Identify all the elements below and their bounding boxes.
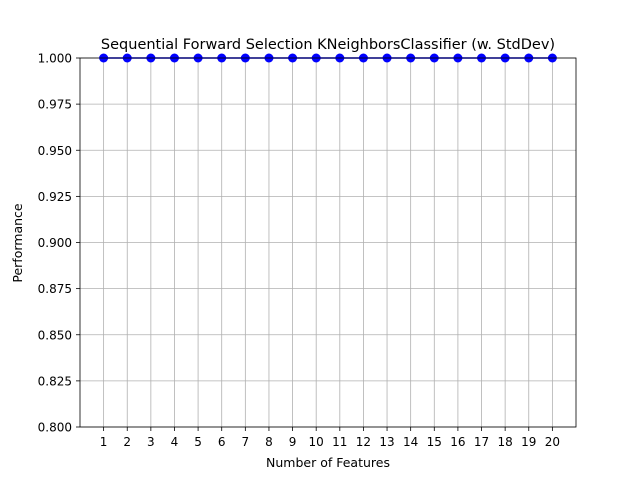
axes-layer: 1 2 3 4 5 6 7 8 9 10 11 12 13 14 15 16 17 18 19 200.8000.82… xyxy=(38,52,577,449)
y-tick-label: 0.825 xyxy=(38,374,72,388)
chart-title: Sequential Forward Selection KNeighborsC… xyxy=(101,37,555,53)
x-tick-label: 15 xyxy=(427,435,442,449)
y-tick-label: 0.950 xyxy=(38,144,72,158)
x-tick-label: 2 xyxy=(123,435,131,449)
x-tick-label: 16 xyxy=(450,435,465,449)
x-tick-label: 10 xyxy=(309,435,324,449)
x-tick-label: 17 xyxy=(474,435,489,449)
x-tick-label: 12 xyxy=(356,435,371,449)
y-tick-label: 0.850 xyxy=(38,328,72,342)
y-tick-label: 0.900 xyxy=(38,236,72,250)
y-tick-label: 0.975 xyxy=(38,98,72,112)
x-tick-label: 5 xyxy=(194,435,202,449)
x-tick-label: 19 xyxy=(521,435,536,449)
x-tick-label: 7 xyxy=(242,435,250,449)
x-tick-label: 8 xyxy=(265,435,273,449)
x-tick-label: 9 xyxy=(289,435,297,449)
x-tick-label: 18 xyxy=(498,435,513,449)
x-tick-label: 14 xyxy=(403,435,418,449)
x-tick-label: 11 xyxy=(332,435,347,449)
y-tick-label: 0.925 xyxy=(38,190,72,204)
y-tick-label: 0.800 xyxy=(38,421,72,435)
x-tick-label: 13 xyxy=(379,435,394,449)
plot-frame xyxy=(79,57,577,428)
y-tick-label: 0.875 xyxy=(38,282,72,296)
x-tick-label: 3 xyxy=(147,435,155,449)
x-axis-label: Number of Features xyxy=(266,455,390,470)
y-tick-label: 1.000 xyxy=(38,52,72,66)
x-tick-label: 4 xyxy=(171,435,179,449)
x-tick-label: 1 xyxy=(100,435,108,449)
x-tick-label: 6 xyxy=(218,435,226,449)
y-axis-label: Performance xyxy=(10,203,25,283)
x-tick-label: 20 xyxy=(545,435,560,449)
